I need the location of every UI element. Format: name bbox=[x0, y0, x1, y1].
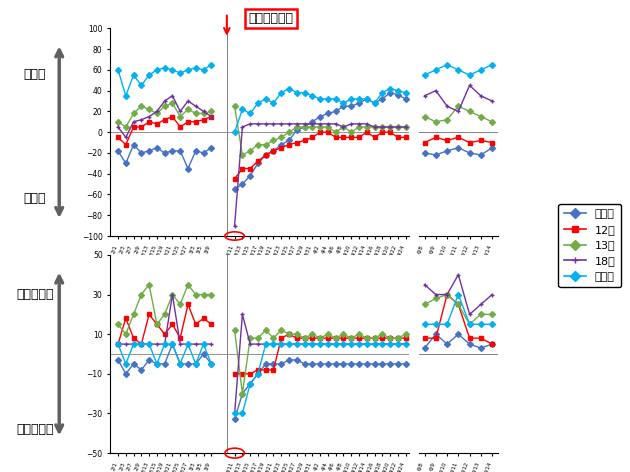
Text: 東日本大震災: 東日本大震災 bbox=[248, 12, 294, 25]
Legend: 起床時, 12時, 13時, 18時, 就寡時: 起床時, 12時, 13時, 18時, 就寡時 bbox=[558, 204, 621, 287]
Text: ワクワク度: ワクワク度 bbox=[16, 288, 54, 301]
Text: イライラ度: イライラ度 bbox=[16, 423, 54, 436]
Text: 安心度: 安心度 bbox=[23, 67, 46, 81]
Text: 不安度: 不安度 bbox=[23, 192, 46, 205]
